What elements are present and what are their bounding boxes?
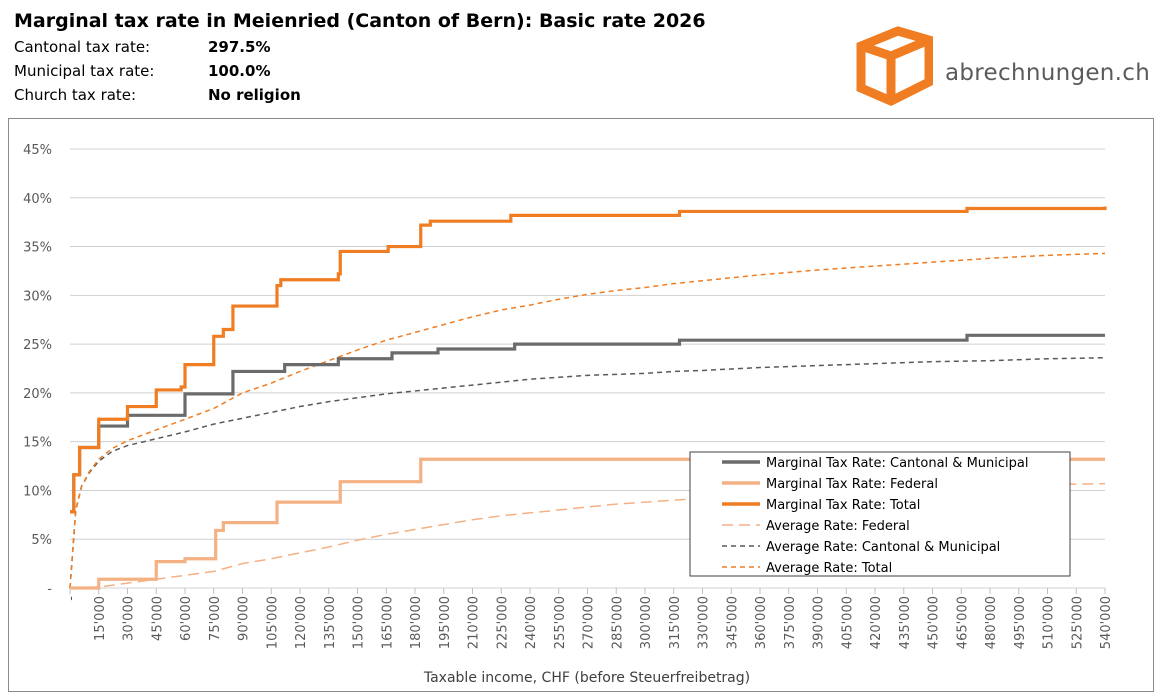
y-tick-label: 20% <box>23 387 52 402</box>
series-line-4 <box>69 357 1106 589</box>
x-tick-label: 150'000 <box>352 596 367 649</box>
municipal-rate-value: 100.0% <box>208 62 271 80</box>
series-line-5 <box>69 252 1106 589</box>
legend-entry-2: Marginal Tax Rate: Total <box>766 498 920 513</box>
x-tick-label: 210'000 <box>467 596 482 649</box>
legend-entry-0: Marginal Tax Rate: Cantonal & Municipal <box>766 456 1028 471</box>
x-tick-label: 135'000 <box>323 596 338 649</box>
y-tick-label: 30% <box>23 289 52 304</box>
x-tick-label: 525'000 <box>1070 596 1085 649</box>
x-axis-ticks: - 15'000 30'000 45'000 60'000 75'000 90'000 105… <box>64 588 1114 649</box>
legend-entry-5: Average Rate: Total <box>766 561 892 576</box>
cantonal-rate-row: Cantonal tax rate: 297.5% <box>14 38 270 56</box>
legend: Marginal Tax Rate: Cantonal & Municipal M… <box>689 451 1071 577</box>
x-tick-label: 255'000 <box>553 596 568 649</box>
logo-text: abrechnungen.ch <box>945 60 1151 86</box>
x-tick-label: 390'000 <box>812 596 827 649</box>
x-tick-label: 510'000 <box>1042 596 1057 649</box>
series-lines <box>69 206 1107 590</box>
chart-frame <box>8 118 1154 692</box>
x-tick-label: 300'000 <box>639 596 654 649</box>
municipal-rate-row: Municipal tax rate: 100.0% <box>14 62 270 80</box>
municipal-rate-label: Municipal tax rate: <box>14 62 155 80</box>
x-tick-label: 165'000 <box>380 596 395 649</box>
series-line-2 <box>70 206 1107 514</box>
y-tick-label: 25% <box>23 338 52 353</box>
y-tick-label: 5% <box>31 533 52 548</box>
x-tick-label: 450'000 <box>927 596 942 649</box>
x-tick-label: 120'000 <box>294 596 309 649</box>
x-tick-label: 30'000 <box>122 596 137 641</box>
legend-box <box>689 451 1071 577</box>
x-tick-label: 435'000 <box>898 596 913 649</box>
x-tick-label: 75'000 <box>208 596 223 641</box>
x-tick-label: 360'000 <box>754 596 769 649</box>
x-tick-label: 195'000 <box>438 596 453 649</box>
y-tick-label: 35% <box>23 241 52 256</box>
y-tick-label: 15% <box>23 436 52 451</box>
page-title: Marginal tax rate in Meienried (Canton o… <box>14 10 706 32</box>
x-tick-label: 495'000 <box>1013 596 1028 649</box>
x-tick-label: 480'000 <box>984 596 999 649</box>
x-tick-label: 285'000 <box>610 596 625 649</box>
y-tick-label: 10% <box>23 484 52 499</box>
x-tick-label: 465'000 <box>955 596 970 649</box>
y-tick-label: 40% <box>23 192 52 207</box>
box-logo-icon <box>856 26 934 106</box>
legend-entry-4: Average Rate: Cantonal & Municipal <box>766 540 1000 555</box>
y-axis-ticks: - 5% 10% 15% 20% 25% 30% 35% 40% 45% <box>23 143 52 597</box>
series-line-3 <box>69 482 1106 589</box>
x-tick-label: 405'000 <box>840 596 855 649</box>
x-tick-label: 240'000 <box>524 596 539 649</box>
cantonal-rate-label: Cantonal tax rate: <box>14 38 151 56</box>
x-tick-label: 180'000 <box>409 596 424 649</box>
x-tick-label: 420'000 <box>869 596 884 649</box>
x-tick-label: 345'000 <box>725 596 740 649</box>
church-rate-value: No religion <box>208 86 301 104</box>
legend-entry-3: Average Rate: Federal <box>766 519 910 534</box>
x-tick-label: 60'000 <box>179 596 194 641</box>
brand-logo[interactable]: abrechnungen.ch <box>853 26 1153 106</box>
church-rate-row: Church tax rate: No religion <box>14 86 301 104</box>
x-tick-label: 15'000 <box>93 596 108 641</box>
x-tick-label: 90'000 <box>237 596 252 641</box>
x-tick-label: 315'000 <box>668 596 683 649</box>
x-tick-label: 225'000 <box>495 596 510 649</box>
x-tick-label: 45'000 <box>150 596 165 641</box>
x-tick-label: 540'000 <box>1099 596 1114 649</box>
x-tick-label: 270'000 <box>582 596 597 649</box>
church-rate-label: Church tax rate: <box>14 86 137 104</box>
series-line-1 <box>70 457 1105 590</box>
x-tick-label: 375'000 <box>783 596 798 649</box>
legend-entry-1: Marginal Tax Rate: Federal <box>766 477 938 492</box>
x-tick-label: 330'000 <box>697 596 712 649</box>
x-axis-label: Taxable income, CHF (before Steuerfreibe… <box>423 670 750 686</box>
y-tick-label: 45% <box>23 143 52 158</box>
x-tick-label: 105'000 <box>265 596 280 649</box>
cantonal-rate-value: 297.5% <box>208 38 271 56</box>
y-tick-label: - <box>47 582 52 597</box>
x-tick-label: - <box>64 596 79 601</box>
